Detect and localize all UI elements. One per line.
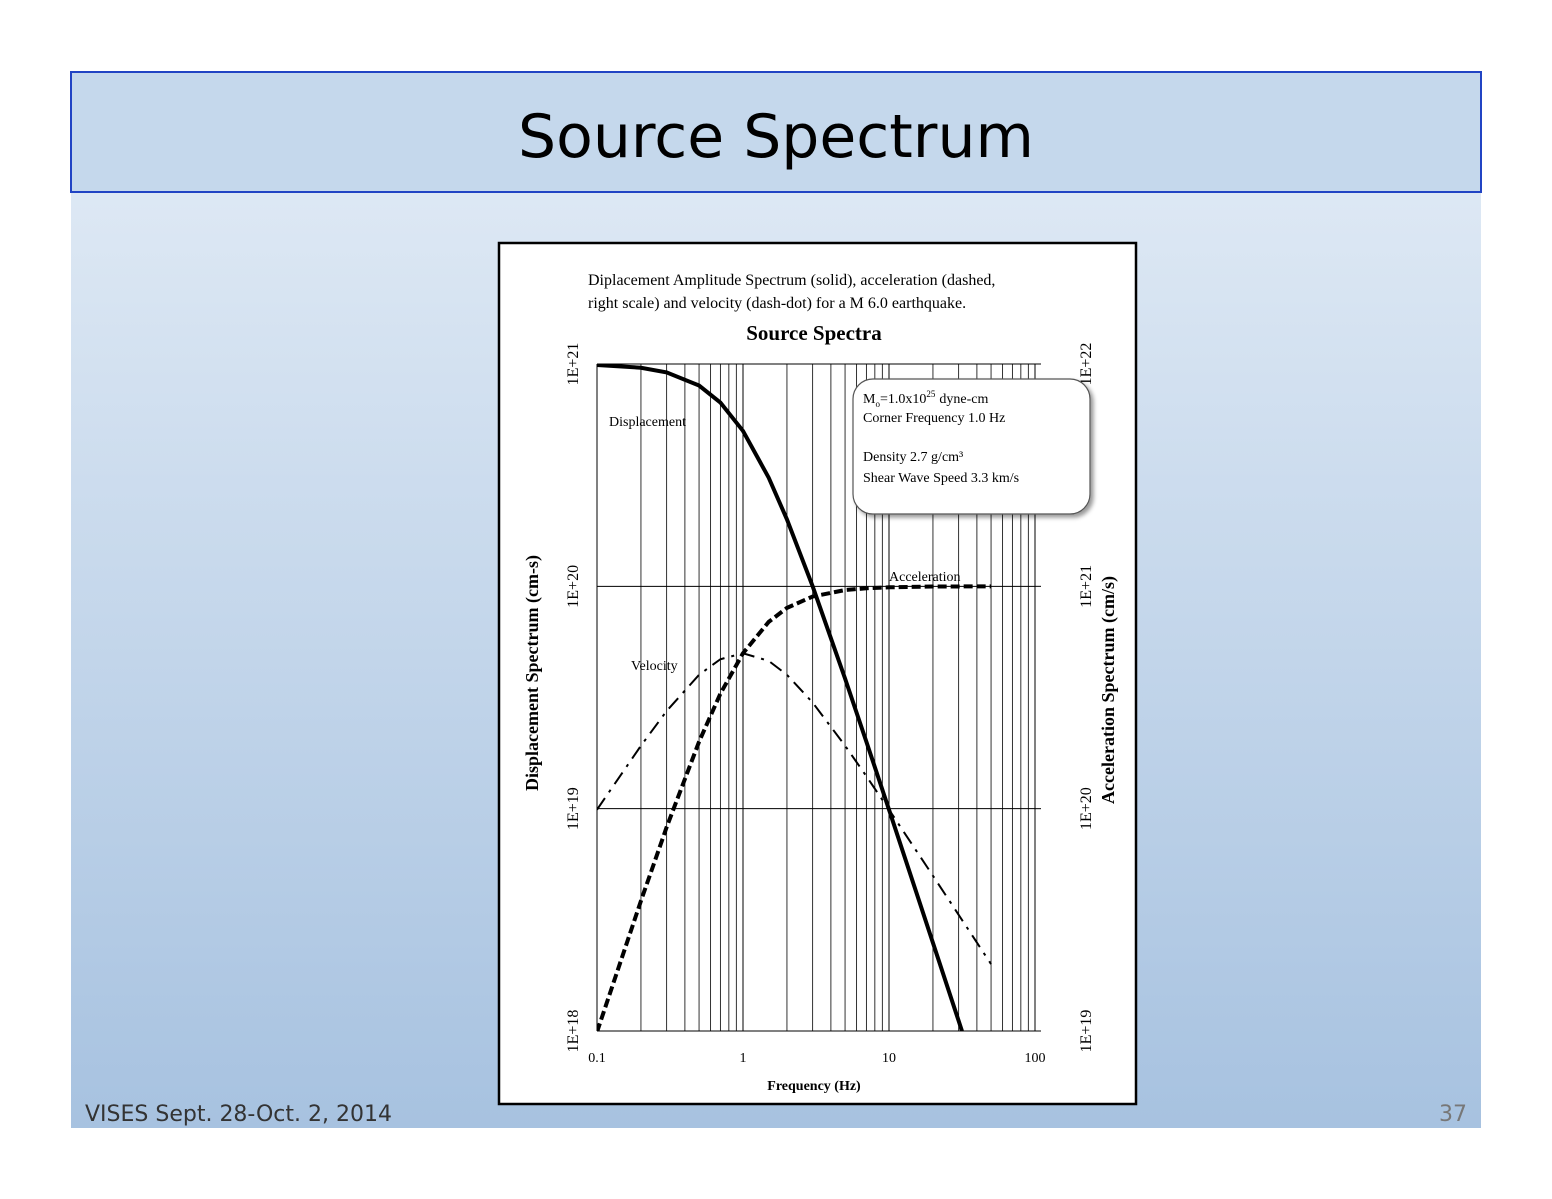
x-axis-label: Frequency (Hz) [767, 1079, 861, 1094]
chart-frame [497, 241, 1138, 1106]
chart-subtitle: Diplacement Amplitude Spectrum (solid), … [588, 272, 995, 289]
title-band [70, 71, 1482, 193]
y-tick-label: 1E+21 [565, 343, 582, 386]
x-tick-label: 100 [1025, 1051, 1046, 1066]
info-text: 25 [926, 389, 936, 399]
x-tick-label: 10 [882, 1051, 896, 1066]
y2-tick-label: 1E+20 [1078, 787, 1095, 830]
info-text: Density 2.7 g/cm³ [863, 450, 963, 465]
info-text: Shear Wave Speed 3.3 km/s [863, 471, 1019, 486]
series-line [597, 364, 964, 1031]
info-text: M [863, 392, 876, 407]
info-moment: Mo=1.0x1025 dyne-cm [863, 389, 988, 409]
chart-subtitle: right scale) and velocity (dash-dot) for… [588, 295, 966, 312]
y-tick-label: 1E+18 [565, 1010, 582, 1053]
y-axis-label: Displacement Spectrum (cm-s) [522, 555, 543, 791]
info-text: =1.0x10 [880, 392, 926, 407]
slide-title: Source Spectrum [518, 102, 1034, 172]
series-label: Displacement [609, 415, 686, 430]
info-text: o [875, 399, 880, 409]
y-tick-label: 1E+19 [565, 787, 582, 830]
info-text: dyne-cm [939, 392, 988, 407]
chart-title: Source Spectra [746, 321, 882, 345]
series-label: Velocity [631, 659, 678, 674]
y2-axis-label: Acceleration Spectrum (cm/s) [1098, 576, 1119, 804]
page-number: 37 [1439, 1102, 1467, 1127]
y2-tick-label: 1E+22 [1078, 343, 1095, 386]
info-box [852, 378, 1091, 515]
series-label: Acceleration [889, 570, 961, 585]
y2-tick-label: 1E+19 [1078, 1010, 1095, 1053]
series-line [597, 584, 992, 1031]
y-tick-label: 1E+20 [565, 565, 582, 608]
x-tick-label: 0.1 [588, 1051, 606, 1066]
x-tick-label: 1 [740, 1051, 747, 1066]
series-line [597, 652, 992, 965]
info-text: Corner Frequency 1.0 Hz [863, 411, 1005, 426]
plot-area [597, 364, 992, 1031]
footer: VISES Sept. 28-Oct. 2, 2014 [85, 1102, 392, 1127]
chart: Diplacement Amplitude Spectrum (solid), … [522, 272, 1119, 1094]
y2-tick-label: 1E+21 [1078, 565, 1095, 608]
